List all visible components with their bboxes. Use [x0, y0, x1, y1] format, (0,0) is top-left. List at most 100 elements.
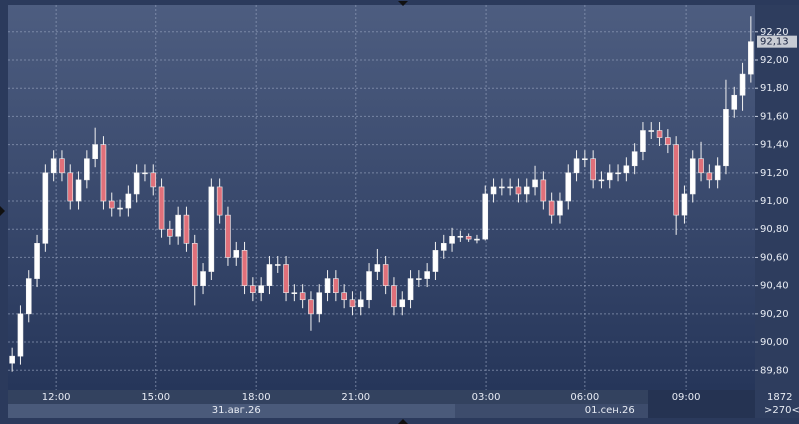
candle-body	[507, 186, 513, 189]
candle-body	[440, 243, 447, 251]
candle-body	[623, 165, 630, 174]
candle-body	[158, 186, 165, 230]
candle-body	[631, 151, 638, 167]
candle-body	[723, 109, 729, 167]
x-tick-label: 09:00	[672, 392, 701, 403]
marker	[398, 1, 408, 6]
candle-body	[108, 200, 115, 209]
x-tick-label: 06:00	[570, 392, 599, 403]
corner-label: >270<	[764, 405, 799, 416]
candle-body	[299, 292, 306, 301]
candle-body	[100, 144, 107, 202]
candle-body	[490, 186, 497, 195]
date-label: 31.авг.26	[212, 405, 261, 416]
corner-label: 1872	[767, 392, 792, 403]
candle-body	[465, 235, 472, 240]
candle-body	[582, 158, 588, 161]
date-label: 01.сен.26	[585, 405, 635, 416]
x-tick-label: 18:00	[242, 392, 271, 403]
candle-body	[117, 207, 123, 210]
y-tick-label: 91,40	[760, 140, 789, 151]
candle-body	[225, 214, 231, 258]
candle-body	[67, 172, 74, 202]
candle-body	[689, 158, 696, 195]
candle-body	[606, 172, 613, 181]
candle-body	[142, 172, 148, 175]
candle-body	[258, 285, 264, 293]
candle-body	[673, 144, 679, 216]
candle-body	[665, 137, 671, 145]
y-tick-label: 90,20	[760, 309, 789, 320]
candle-body	[167, 228, 173, 237]
candle-body	[42, 172, 49, 244]
y-tick-label: 90,40	[760, 281, 789, 292]
candles	[9, 16, 754, 372]
candle-body	[648, 130, 655, 132]
candle-body	[515, 186, 522, 195]
candle-body	[523, 186, 530, 195]
candle-body	[474, 238, 480, 241]
candle-body	[565, 172, 572, 202]
candle-body	[457, 235, 464, 238]
candle-body	[59, 158, 65, 174]
candle-body	[432, 250, 439, 272]
candle-body	[748, 41, 754, 75]
candle-body	[416, 278, 422, 280]
candle-body	[92, 144, 98, 160]
price-axis	[755, 5, 799, 418]
y-tick-label: 90,00	[760, 337, 789, 348]
labels: 89,80 90,00 90,20 90,40 90,60 90,80 91,00 91,20…	[42, 27, 799, 416]
candle-body	[333, 278, 339, 293]
candle-body	[208, 186, 215, 272]
candle-body	[324, 278, 331, 293]
y-tick-label: 90,80	[760, 224, 789, 235]
candle-body	[548, 200, 555, 216]
last-price-label: 92,13	[760, 37, 789, 48]
x-tick-label: 12:00	[42, 392, 71, 403]
last-price-box	[757, 35, 797, 48]
candle-body	[424, 271, 430, 279]
candle-body	[133, 172, 140, 195]
candle-body	[349, 299, 356, 308]
y-tick-label: 92,00	[760, 55, 789, 66]
candle-body	[590, 158, 596, 181]
candle-body	[274, 264, 281, 266]
candle-body	[407, 278, 414, 301]
marker	[398, 419, 408, 424]
y-tick-label: 91,20	[760, 168, 789, 179]
plot-area	[8, 5, 755, 390]
candle-body	[308, 299, 314, 315]
candle-body	[17, 313, 24, 357]
x-tick-label: 21:00	[341, 392, 370, 403]
candle-body	[250, 285, 256, 293]
candle-body	[540, 179, 547, 202]
candle-body	[9, 355, 15, 364]
candle-body	[241, 250, 248, 286]
date-strip	[455, 404, 648, 418]
candle-body	[598, 179, 605, 182]
candle-body	[283, 264, 289, 293]
candle-body	[125, 193, 132, 209]
x-tick-label: 15:00	[141, 392, 170, 403]
candle-body	[698, 158, 704, 174]
candle-body	[656, 130, 663, 138]
y-tick-label: 91,00	[760, 196, 789, 207]
candle-body	[216, 186, 223, 216]
y-tick-label: 91,80	[760, 83, 789, 94]
candle-body	[557, 200, 563, 216]
y-tick-label: 90,60	[760, 252, 789, 263]
y-tick-label: 91,60	[760, 111, 789, 122]
date-strip	[8, 404, 455, 418]
candle-body	[681, 193, 688, 216]
candle-body	[175, 214, 181, 237]
candle-body	[573, 158, 580, 174]
candle-body	[499, 186, 505, 189]
candle-body	[482, 193, 489, 240]
candle-body	[399, 299, 406, 308]
candle-body	[341, 292, 347, 301]
candle-body	[266, 264, 273, 286]
y-tick-label: 89,80	[760, 365, 789, 376]
time-strip-dark	[648, 390, 755, 418]
candle-body	[640, 130, 646, 152]
